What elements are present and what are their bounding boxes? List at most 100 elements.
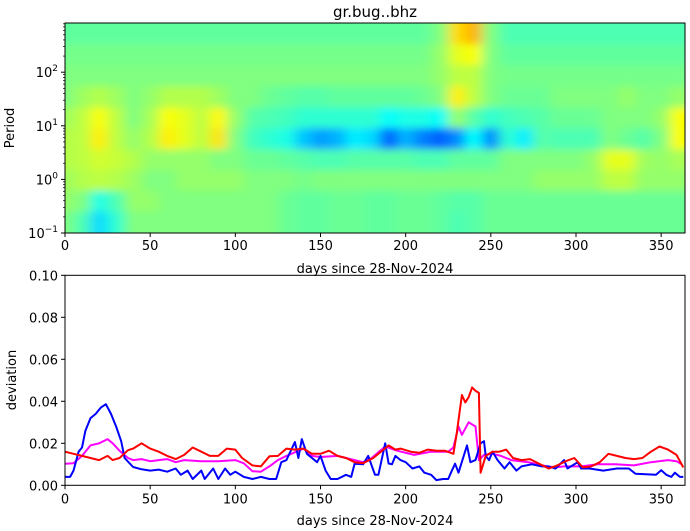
heatmap-cell bbox=[141, 211, 160, 233]
heatmap-cell bbox=[73, 86, 92, 108]
heatmap-cell bbox=[652, 64, 671, 87]
heatmap-cell bbox=[516, 43, 534, 66]
heatmap-cell bbox=[465, 149, 483, 172]
heatmap-cell bbox=[363, 43, 381, 66]
heatmap-cell bbox=[107, 169, 126, 192]
heatmap-cell bbox=[243, 23, 262, 45]
heatmap-cell bbox=[192, 127, 211, 150]
heatmap-cell bbox=[584, 211, 603, 233]
heatmap-cell bbox=[414, 43, 432, 66]
heatmap-cell bbox=[294, 86, 313, 108]
heatmap-cell bbox=[652, 211, 671, 233]
heatmap-cell bbox=[669, 43, 685, 66]
top-x-axis-label: days since 28-Nov-2024 bbox=[297, 262, 454, 277]
heatmap-cell bbox=[618, 86, 637, 108]
heatmap-cell bbox=[635, 23, 654, 45]
heatmap-cell bbox=[550, 190, 568, 213]
heatmap-cell bbox=[550, 86, 568, 108]
x-tick-label: 0 bbox=[61, 492, 69, 507]
heatmap-cell bbox=[584, 107, 603, 129]
heatmap-cell bbox=[124, 211, 143, 233]
heatmap-cell bbox=[601, 23, 620, 45]
heatmap-cell bbox=[652, 86, 671, 108]
heatmap-cell bbox=[448, 149, 466, 172]
heatmap-cell bbox=[65, 86, 75, 108]
heatmap-cell bbox=[73, 43, 92, 66]
heatmap-cell bbox=[550, 149, 568, 172]
heatmap-cell bbox=[363, 127, 381, 150]
heatmap-cell bbox=[226, 127, 245, 150]
heatmap-cell bbox=[533, 127, 551, 150]
heatmap-cell bbox=[448, 127, 466, 150]
heatmap-cell bbox=[482, 149, 500, 172]
heatmap-cell bbox=[311, 211, 330, 233]
heatmap-cell bbox=[158, 23, 177, 45]
heatmap-cell bbox=[277, 211, 296, 233]
heatmap-cell bbox=[448, 23, 466, 45]
heatmap-cell bbox=[669, 107, 685, 129]
y-tick-label: 100 bbox=[36, 171, 59, 188]
heatmap-cell bbox=[618, 23, 637, 45]
heatmap-cell bbox=[260, 86, 279, 108]
heatmap-cell bbox=[141, 127, 160, 150]
heatmap-cell bbox=[499, 107, 517, 129]
heatmap-cell bbox=[277, 43, 296, 66]
heatmap-cell bbox=[567, 211, 586, 233]
heatmap-cell bbox=[482, 190, 500, 213]
heatmap-cell bbox=[90, 190, 109, 213]
heatmap-cell bbox=[584, 169, 603, 192]
heatmap-cell bbox=[448, 64, 466, 87]
heatmap-cell bbox=[618, 211, 637, 233]
heatmap-cell bbox=[192, 169, 211, 192]
heatmap-cell bbox=[550, 169, 568, 192]
heatmap-cell bbox=[635, 169, 654, 192]
heatmap-cell bbox=[226, 43, 245, 66]
heatmap-cell bbox=[90, 43, 109, 66]
heatmap-cell bbox=[635, 86, 654, 108]
heatmap-cell bbox=[516, 149, 534, 172]
heatmap-cell bbox=[175, 127, 194, 150]
heatmap-cell bbox=[175, 107, 194, 129]
heatmap-cell bbox=[397, 190, 415, 213]
heatmap-cell bbox=[329, 43, 347, 66]
heatmap-cell bbox=[158, 64, 177, 87]
heatmap-cell bbox=[618, 107, 637, 129]
heatmap-cell bbox=[465, 211, 483, 233]
heatmap-cell bbox=[584, 127, 603, 150]
heatmap-cell bbox=[329, 169, 347, 192]
heatmap-cell bbox=[465, 127, 483, 150]
heatmap-cell bbox=[550, 107, 568, 129]
heatmap-cell bbox=[380, 86, 398, 108]
heatmap-cell bbox=[533, 86, 551, 108]
heatmap-cell bbox=[209, 23, 228, 45]
heatmap-cell bbox=[260, 127, 279, 150]
heatmap-cell bbox=[499, 190, 517, 213]
heatmap-cell bbox=[192, 64, 211, 87]
heatmap-cell bbox=[311, 127, 330, 150]
heatmap-cell bbox=[277, 23, 296, 45]
heatmap-cell bbox=[431, 211, 449, 233]
heatmap-cell bbox=[192, 149, 211, 172]
y-tick-label: 101 bbox=[36, 118, 58, 135]
heatmap-cell bbox=[141, 190, 160, 213]
heatmap-cell bbox=[175, 190, 194, 213]
heatmap-cell bbox=[414, 86, 432, 108]
heatmap-cell bbox=[65, 149, 75, 172]
heatmap-cell bbox=[499, 86, 517, 108]
heatmap-cell bbox=[533, 211, 551, 233]
heatmap-cell bbox=[652, 43, 671, 66]
x-tick-label: 100 bbox=[223, 239, 248, 254]
heatmap-cell bbox=[124, 190, 143, 213]
heatmap-cell bbox=[618, 149, 637, 172]
heatmap-cell bbox=[329, 107, 347, 129]
heatmap-cell bbox=[226, 64, 245, 87]
heatmap-cell bbox=[601, 86, 620, 108]
x-tick-label: 50 bbox=[142, 239, 159, 254]
heatmap-cell bbox=[243, 64, 262, 87]
heatmap-cell bbox=[618, 127, 637, 150]
heatmap-cell bbox=[380, 149, 398, 172]
heatmap-cell bbox=[397, 127, 415, 150]
heatmap-cell bbox=[499, 23, 517, 45]
heatmap-cell bbox=[414, 149, 432, 172]
heatmap-cell bbox=[584, 64, 603, 87]
